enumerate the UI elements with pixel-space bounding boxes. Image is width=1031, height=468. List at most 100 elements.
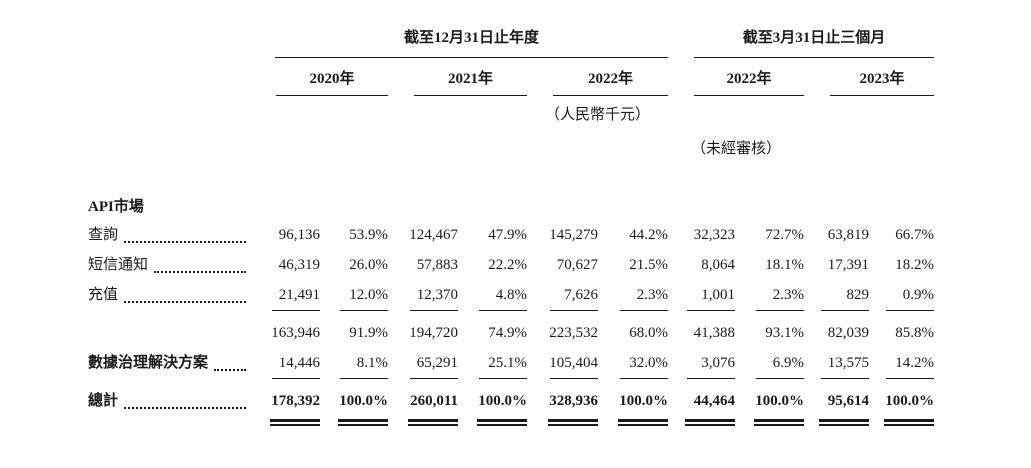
percent-cell: 68.0% <box>629 325 668 341</box>
rule-cell <box>598 310 668 327</box>
total-rule-row <box>88 378 934 386</box>
value-cell: 178,392 <box>271 393 320 409</box>
rule-cell <box>458 310 527 327</box>
value-cell: 105,404 <box>549 355 598 371</box>
value-cell: 96,136 <box>278 227 320 243</box>
row-api-market-header: API市場 <box>88 194 934 220</box>
rule-cell <box>320 378 388 395</box>
row-api-subtotal: 163,946 91.9% 194,720 74.9% 223,532 68.0… <box>88 318 934 348</box>
percent-cell: 47.9% <box>488 227 527 243</box>
header-spacer <box>88 26 250 58</box>
value-cell: 124,467 <box>409 227 458 243</box>
rule-cell <box>388 310 458 327</box>
row-topup: 充值 21,491 12.0% 12,370 4.8% 7,626 2.3% 1… <box>88 280 934 310</box>
currency-note-row: （人民幣千元） <box>88 96 934 124</box>
percent-cell: 66.7% <box>895 227 934 243</box>
rule-cell <box>804 378 869 395</box>
percent-cell: 2.3% <box>636 287 668 303</box>
double-rule-cell <box>869 419 934 436</box>
year-header-row: 2020年 2021年 2022年 2022年 2023年 <box>88 58 934 96</box>
period-header-row: 截至12月31日止年度 截至3月31日止三個月 <box>88 26 934 58</box>
row-label: 查詢 <box>88 227 119 243</box>
value-cell: 63,819 <box>827 227 869 243</box>
column-header-2021: 2021年 <box>414 58 527 96</box>
percent-cell: 53.9% <box>349 227 388 243</box>
value-cell: 260,011 <box>410 393 458 409</box>
percent-cell: 6.9% <box>772 355 804 371</box>
row-query: 查詢 96,136 53.9% 124,467 47.9% 145,279 44… <box>88 220 934 250</box>
percent-cell: 14.2% <box>895 355 934 371</box>
value-cell: 829 <box>846 287 870 303</box>
value-cell: 41,388 <box>693 325 735 341</box>
column-header-2023-q1: 2023年 <box>830 58 934 96</box>
dot-leader <box>124 407 246 409</box>
subtotal-rule-row <box>88 310 934 318</box>
rule-cell <box>250 378 320 395</box>
percent-cell: 100.0% <box>478 393 527 409</box>
value-cell: 163,946 <box>271 325 320 341</box>
double-rule-cell <box>598 419 668 436</box>
dot-leader <box>214 369 246 371</box>
rule-cell <box>735 310 804 327</box>
percent-cell: 44.2% <box>629 227 668 243</box>
percent-cell: 74.9% <box>488 325 527 341</box>
value-cell: 8,064 <box>701 257 735 273</box>
percent-cell: 93.1% <box>765 325 804 341</box>
rule-cell <box>869 378 934 395</box>
double-rule-row <box>88 419 934 431</box>
value-cell: 145,279 <box>549 227 598 243</box>
row-total: 總計 178,392 100.0% 260,011 100.0% 328,936… <box>88 386 934 416</box>
row-label: 數據治理解決方案 <box>88 355 209 371</box>
percent-cell: 85.8% <box>895 325 934 341</box>
percent-cell: 26.0% <box>349 257 388 273</box>
percent-cell: 0.9% <box>902 287 934 303</box>
row-label: 短信通知 <box>88 257 149 273</box>
value-cell: 13,575 <box>827 355 869 371</box>
percent-cell: 91.9% <box>349 325 388 341</box>
double-rule-cell <box>388 419 458 436</box>
rule-cell <box>527 310 598 327</box>
percent-cell: 2.3% <box>772 287 804 303</box>
double-rule-cell <box>735 419 804 436</box>
value-cell: 1,001 <box>701 287 735 303</box>
percent-cell: 32.0% <box>629 355 668 371</box>
double-rule-cell <box>668 419 735 436</box>
rule-cell <box>250 310 320 327</box>
value-cell: 17,391 <box>827 257 869 273</box>
percent-cell: 22.2% <box>488 257 527 273</box>
dot-leader <box>124 241 246 243</box>
revenue-breakdown-table: 截至12月31日止年度 截至3月31日止三個月 2020年 2021年 2022… <box>88 26 934 431</box>
rule-cell <box>320 310 388 327</box>
rule-cell <box>668 378 735 395</box>
double-rule-cell <box>804 419 869 436</box>
header-spacer <box>88 58 250 96</box>
row-label: 充值 <box>88 287 119 303</box>
percent-cell: 12.0% <box>349 287 388 303</box>
double-rule-cell <box>458 419 527 436</box>
annual-period-title: 截至12月31日止年度 <box>275 26 668 58</box>
value-cell: 223,532 <box>549 325 598 341</box>
rule-spacer <box>88 419 250 436</box>
percent-cell: 100.0% <box>619 393 668 409</box>
value-cell: 14,446 <box>278 355 320 371</box>
row-data-governance: 數據治理解決方案 14,446 8.1% 65,291 25.1% 105,40… <box>88 348 934 378</box>
value-cell: 65,291 <box>416 355 458 371</box>
column-header-2022-q1: 2022年 <box>694 58 804 96</box>
currency-note: （人民幣千元） <box>544 107 650 123</box>
value-cell: 82,039 <box>827 325 869 341</box>
value-cell: 194,720 <box>409 325 458 341</box>
percent-cell: 18.1% <box>765 257 804 273</box>
rule-cell <box>804 310 869 327</box>
rule-cell <box>598 378 668 395</box>
percent-cell: 100.0% <box>755 393 804 409</box>
rule-cell <box>869 310 934 327</box>
percent-cell: 100.0% <box>339 393 388 409</box>
dot-leader <box>124 301 246 303</box>
rule-cell <box>527 378 598 395</box>
double-rule-cell <box>250 419 320 436</box>
row-label-empty <box>88 318 250 348</box>
row-label: 總計 <box>88 393 119 409</box>
value-cell: 95,614 <box>827 393 869 409</box>
value-cell: 328,936 <box>549 393 598 409</box>
percent-cell: 8.1% <box>356 355 388 371</box>
